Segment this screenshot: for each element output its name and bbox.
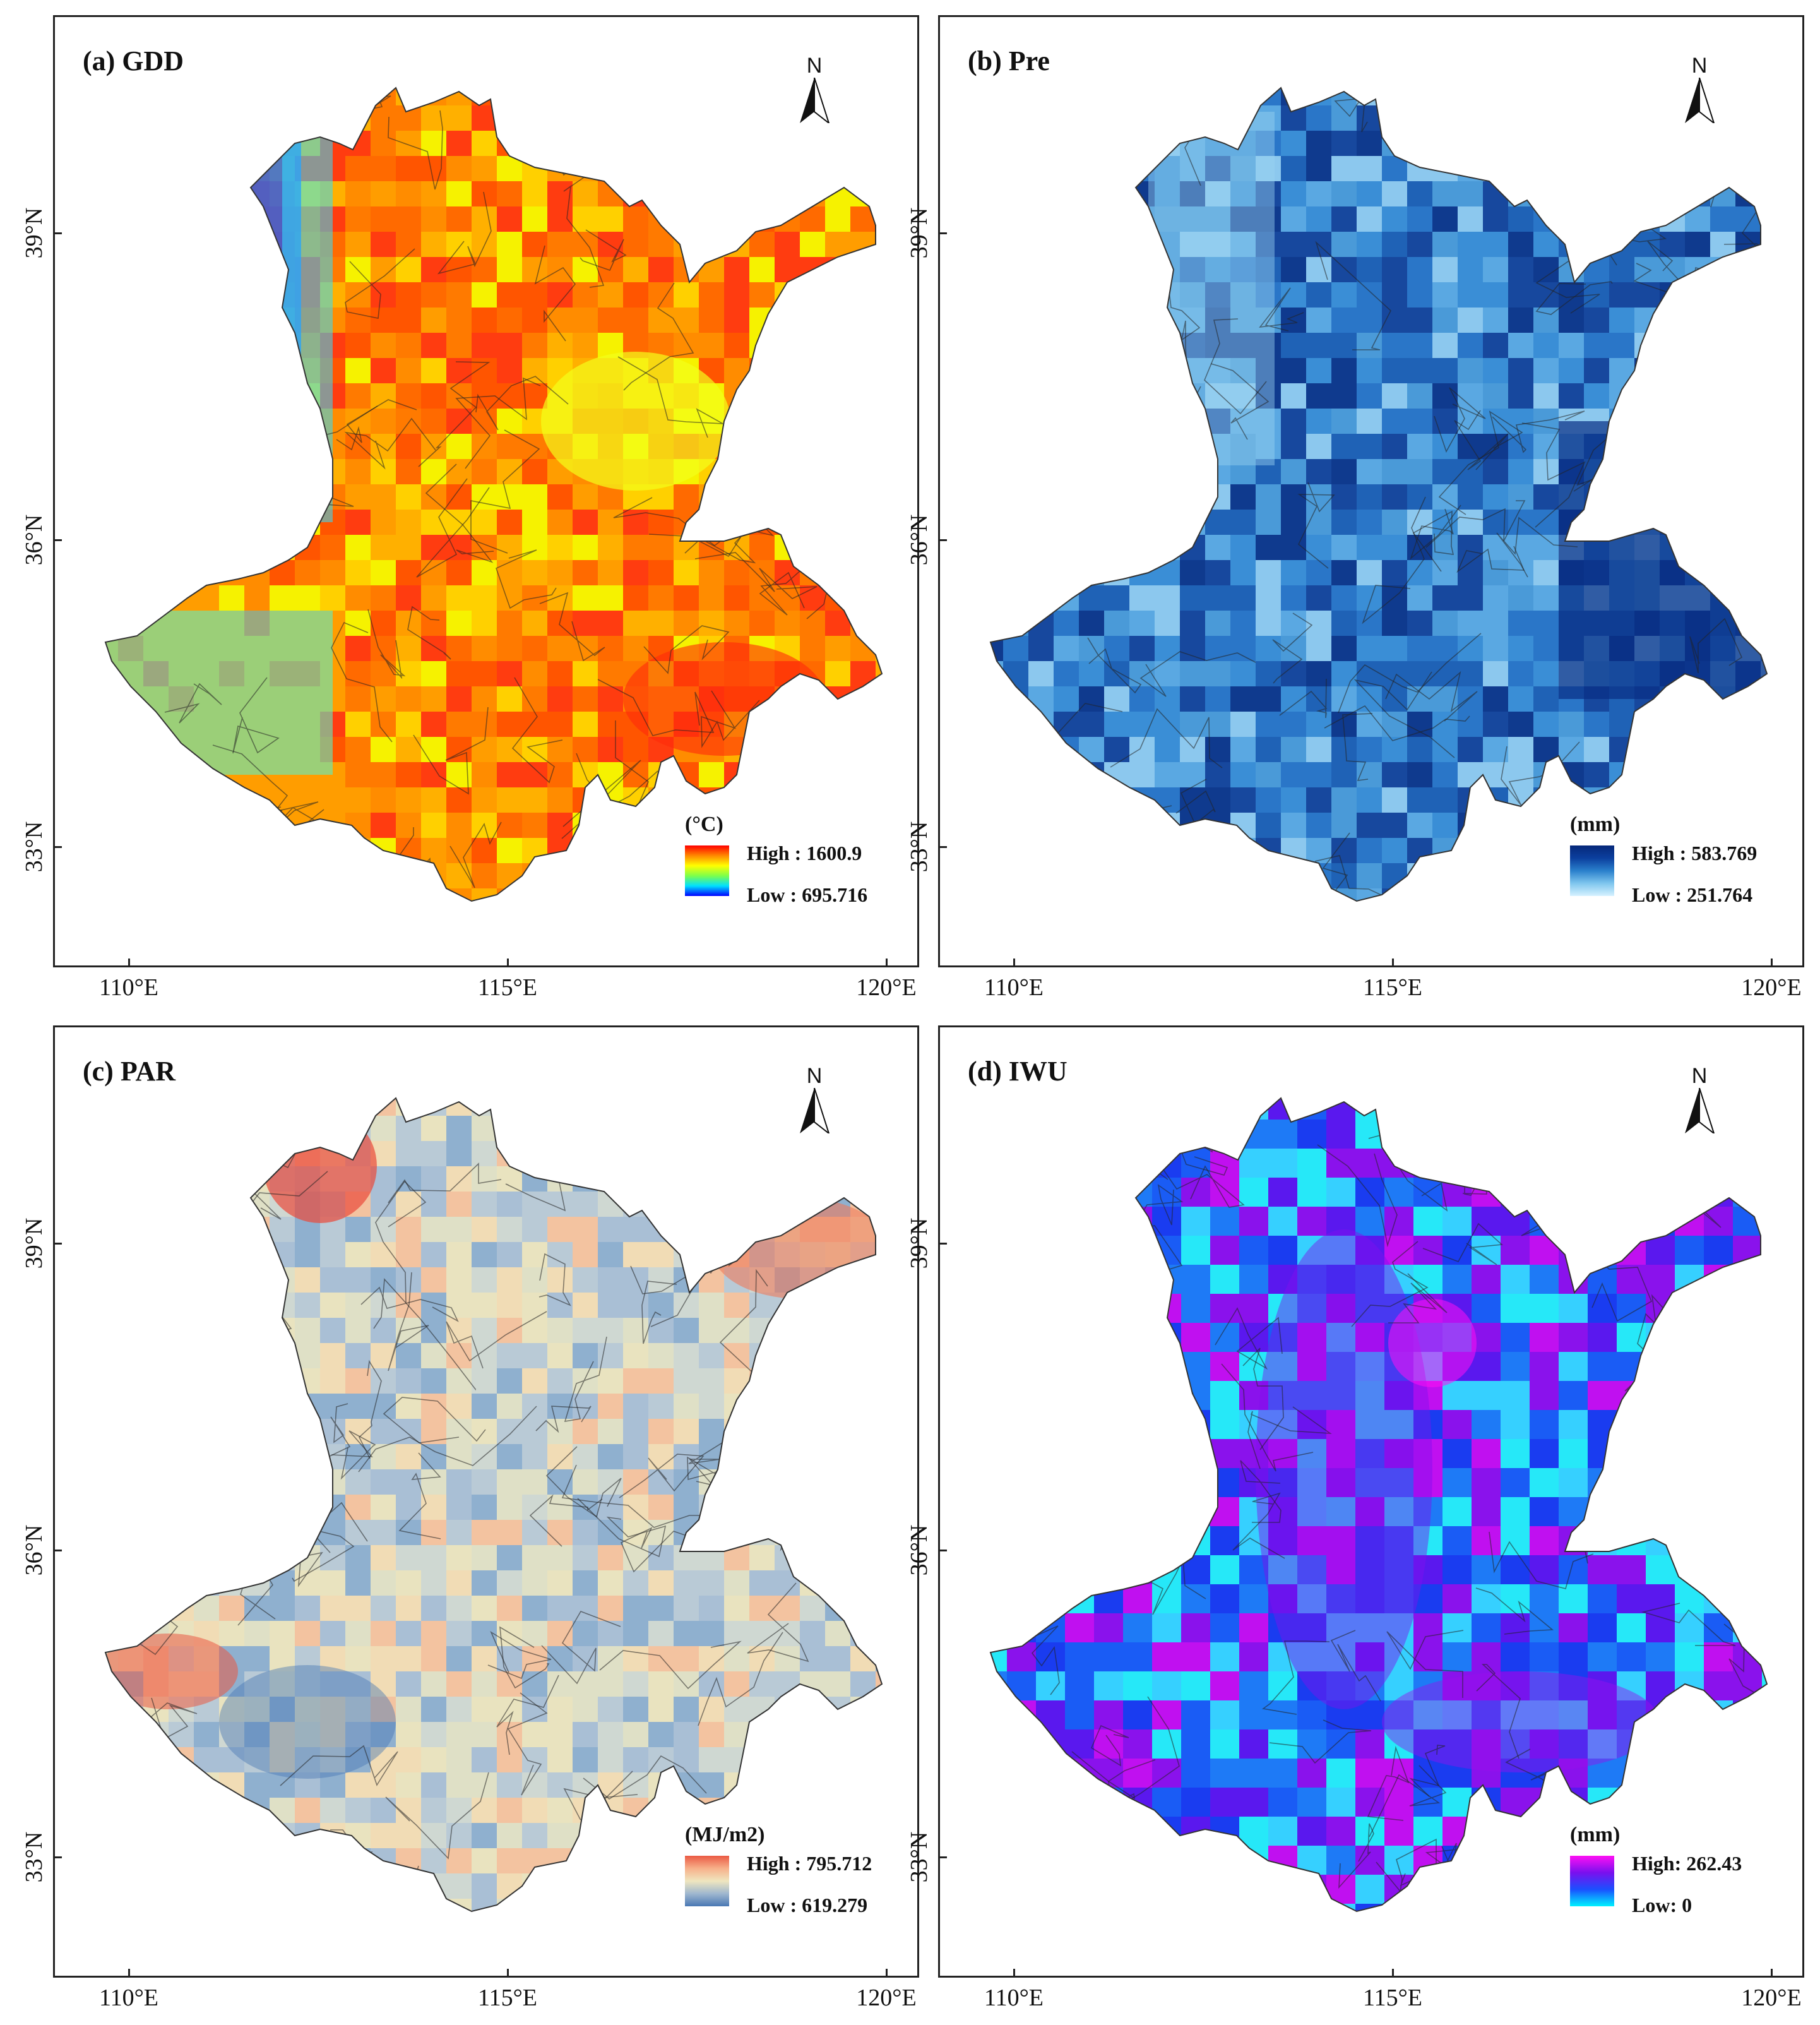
y-tick-label: 36°N xyxy=(21,514,47,566)
y-tick-mark xyxy=(53,1550,62,1551)
legend-low: Low: 0 xyxy=(1632,1894,1692,1916)
legend-high: High : 795.712 xyxy=(747,1852,872,1875)
x-tick-label: 120°E xyxy=(856,1985,917,2011)
legend-unit: (mm) xyxy=(1570,1823,1621,1846)
x-tick-mark xyxy=(886,959,888,967)
legend-low: Low : 619.279 xyxy=(747,1894,868,1916)
par-panel-title: (c) PAR xyxy=(83,1056,175,1087)
y-tick-mark xyxy=(938,1243,947,1245)
north-label: N xyxy=(1691,1064,1708,1088)
legend-color-ramp xyxy=(685,845,729,896)
x-tick-mark xyxy=(1771,1969,1773,1978)
x-tick-mark xyxy=(1013,1969,1015,1978)
gdd-panel-title: (a) GDD xyxy=(83,45,184,76)
north-label: N xyxy=(806,1064,823,1088)
legend-high: High: 262.43 xyxy=(1632,1852,1742,1875)
map-panel-par: (c) PAR N (MJ/m2) High : 795.712 Low : 619.2… xyxy=(53,1025,919,1978)
x-tick-mark xyxy=(1013,959,1015,967)
legend-high: High : 1600.9 xyxy=(747,842,862,864)
legend-color-ramp xyxy=(1570,845,1614,896)
legend-color-ramp xyxy=(1570,1856,1614,1906)
y-tick-label: 33°N xyxy=(21,821,47,873)
y-tick-label: 36°N xyxy=(906,1524,932,1576)
x-tick-label: 110°E xyxy=(99,1985,158,2011)
north-label: N xyxy=(806,54,823,78)
legend-low: Low : 251.764 xyxy=(1632,883,1753,906)
y-tick-label: 39°N xyxy=(21,1217,47,1269)
map-panel-pre: (b) Pre N (mm) High : 583.769 Low : 251.764 xyxy=(938,15,1804,967)
y-tick-label: 33°N xyxy=(21,1831,47,1883)
x-tick-mark xyxy=(1392,1969,1394,1978)
y-tick-mark xyxy=(53,1243,62,1245)
y-tick-mark xyxy=(53,539,62,541)
x-tick-label: 115°E xyxy=(1363,1985,1422,2011)
north-arrow-icon: N xyxy=(792,1064,836,1133)
x-tick-label: 120°E xyxy=(1741,1985,1802,2011)
x-tick-mark xyxy=(886,1969,888,1978)
x-tick-mark xyxy=(128,959,130,967)
north-arrow-icon: N xyxy=(1677,1064,1722,1133)
legend-high: High : 583.769 xyxy=(1632,842,1758,864)
x-tick-mark xyxy=(1771,959,1773,967)
y-tick-mark xyxy=(938,1856,947,1858)
y-tick-mark xyxy=(938,846,947,848)
y-tick-mark xyxy=(938,1550,947,1551)
map-panel-gdd: (a) GDD N (°C) High : 1600.9 Low : 695.716 xyxy=(53,15,919,967)
y-tick-label: 36°N xyxy=(21,1524,47,1576)
par-map xyxy=(104,1097,883,1913)
y-tick-mark xyxy=(53,846,62,848)
map-panel-iwu: (d) IWU N (mm) High: 262.43 Low: 0 xyxy=(938,1025,1804,1978)
legend-low: Low : 695.716 xyxy=(747,883,868,906)
x-tick-label: 110°E xyxy=(984,1985,1044,2011)
y-tick-label: 33°N xyxy=(906,1831,932,1883)
legend-unit: (MJ/m2) xyxy=(685,1823,765,1846)
y-tick-label: 39°N xyxy=(906,207,932,259)
y-tick-label: 39°N xyxy=(21,207,47,259)
legend-unit: (mm) xyxy=(1570,813,1621,836)
y-tick-mark xyxy=(53,1856,62,1858)
x-tick-mark xyxy=(507,1969,509,1978)
north-arrow-icon: N xyxy=(1677,54,1722,123)
x-tick-label: 110°E xyxy=(99,974,158,1001)
legend-unit: (°C) xyxy=(685,813,723,836)
x-tick-mark xyxy=(1392,959,1394,967)
x-tick-label: 110°E xyxy=(984,974,1044,1001)
iwu-map xyxy=(989,1097,1768,1913)
x-tick-mark xyxy=(507,959,509,967)
y-tick-mark xyxy=(938,539,947,541)
y-tick-mark xyxy=(53,232,62,234)
y-tick-label: 33°N xyxy=(906,821,932,873)
y-tick-mark xyxy=(938,232,947,234)
pre-panel-title: (b) Pre xyxy=(968,45,1050,76)
pre-map xyxy=(989,87,1768,902)
iwu-panel-title: (d) IWU xyxy=(968,1056,1068,1087)
x-tick-label: 115°E xyxy=(478,1985,537,2011)
north-label: N xyxy=(1691,54,1708,78)
legend-color-ramp xyxy=(685,1856,729,1906)
north-arrow-icon: N xyxy=(792,54,836,123)
x-tick-label: 120°E xyxy=(856,974,917,1001)
x-tick-label: 115°E xyxy=(1363,974,1422,1001)
y-tick-label: 36°N xyxy=(906,514,932,566)
gdd-map xyxy=(104,87,883,902)
x-tick-label: 115°E xyxy=(478,974,537,1001)
x-tick-mark xyxy=(128,1969,130,1978)
x-tick-label: 120°E xyxy=(1741,974,1802,1001)
y-tick-label: 39°N xyxy=(906,1217,932,1269)
